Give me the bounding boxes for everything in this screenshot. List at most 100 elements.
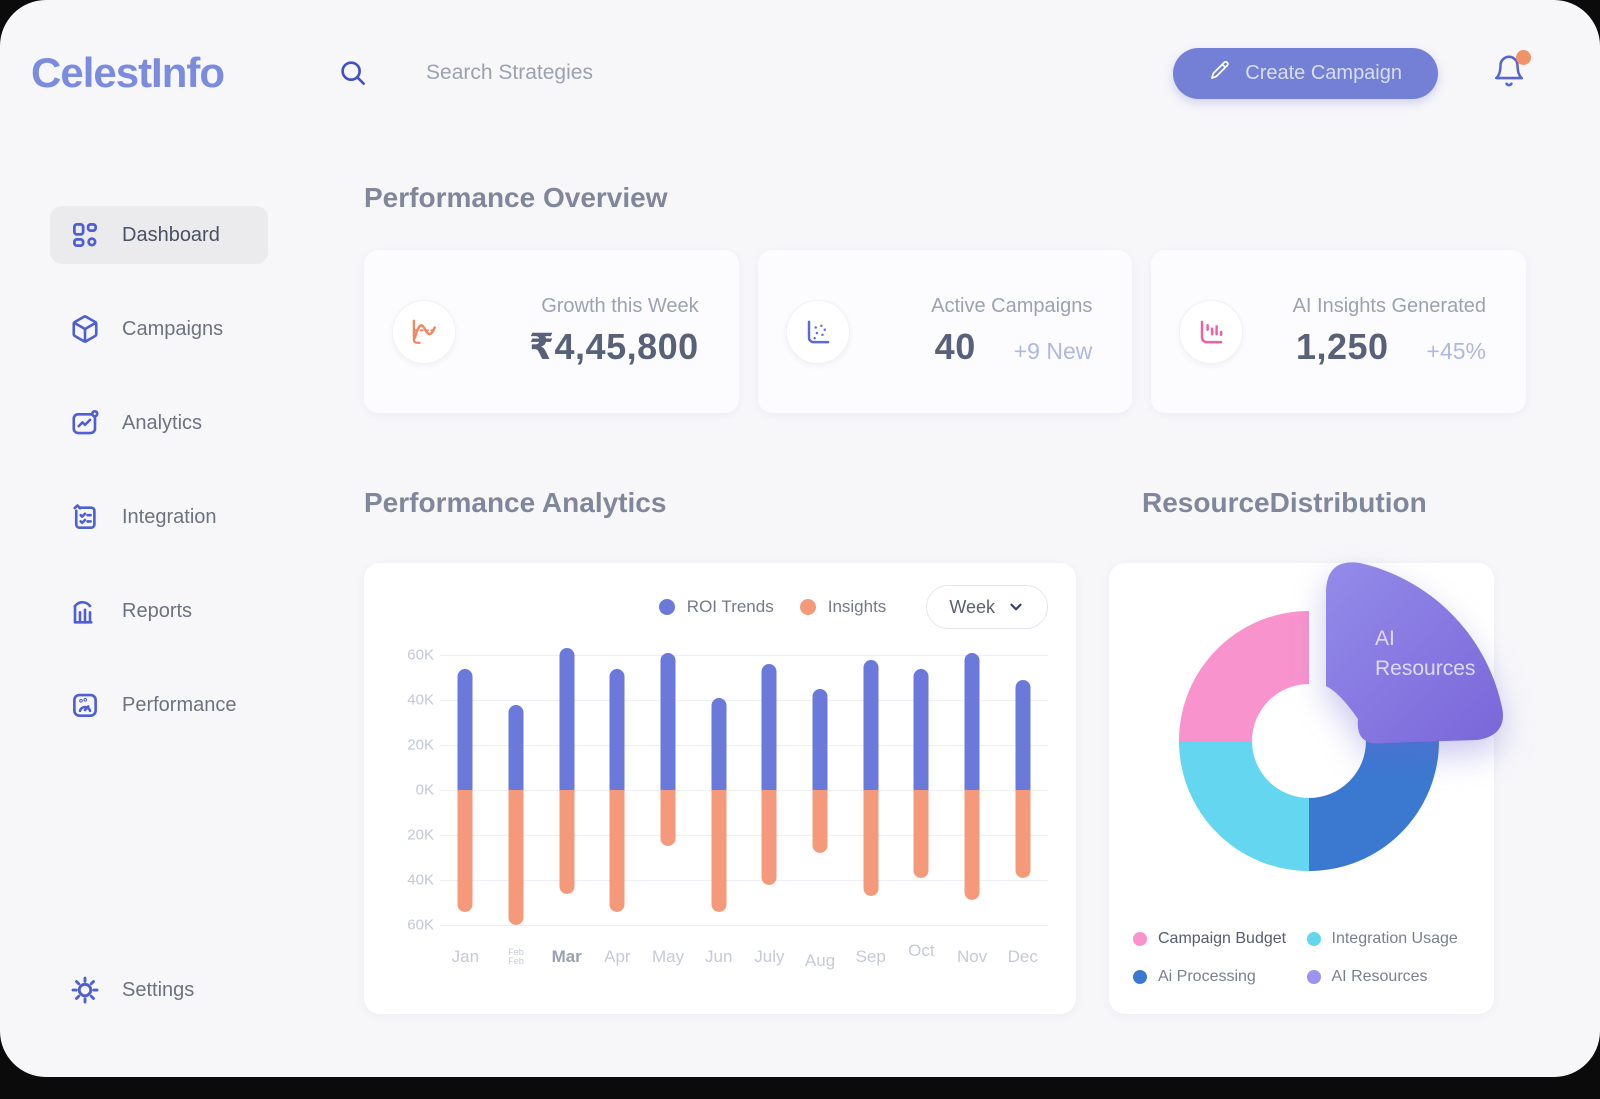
bar-chart-icon: [73, 600, 93, 624]
bar-insights-sep[interactable]: [863, 790, 879, 896]
bar-insights-apr[interactable]: [609, 790, 625, 912]
legend-dot: [799, 599, 816, 615]
gear-icon: [71, 976, 99, 1004]
sidebar-item-performance[interactable]: Performance: [50, 676, 268, 734]
bar-roi-dec[interactable]: [1015, 679, 1031, 790]
slice-ai-resources-highlighted[interactable]: [1326, 562, 1503, 744]
x-axis: Jan Feb Feb Mar Apr May Jun July Aug Sep Oct Nov De…: [440, 941, 1048, 970]
line-chart-icon: [72, 409, 99, 435]
sidebar-item-reports[interactable]: Reports: [50, 582, 268, 640]
x-tick-oct: Oct: [908, 941, 935, 960]
search-bar[interactable]: [338, 58, 847, 88]
bar-roi-may[interactable]: [660, 652, 676, 790]
x-tick-may: May: [651, 947, 685, 966]
sidebar-item-integration[interactable]: Integration: [50, 488, 268, 546]
sidebar-item-label: Campaigns: [122, 317, 224, 340]
bar-group-sep: [845, 655, 896, 925]
bar-insights-jun[interactable]: [711, 790, 727, 912]
bar-roi-mar[interactable]: [559, 648, 575, 790]
x-tick-jan: Jan: [451, 947, 480, 966]
plot-area: [440, 648, 1048, 926]
x-tick-mar: Mar: [551, 947, 582, 966]
y-tick: 0K: [415, 781, 434, 799]
bar-insights-dec[interactable]: [1015, 790, 1031, 878]
stat-delta: +45%: [1426, 338, 1487, 364]
range-selector-dropdown[interactable]: Week: [926, 585, 1048, 629]
pencil-icon: [1209, 59, 1231, 87]
sidebar-item-label: Dashboard: [122, 223, 220, 246]
bar-group-apr: [592, 655, 643, 925]
bar-roi-oct[interactable]: [913, 668, 929, 790]
gridline: [440, 745, 1048, 746]
bar-insights-july[interactable]: [761, 790, 777, 885]
bar-insights-aug[interactable]: [812, 790, 828, 853]
stat-label: AI Insights Generated: [1292, 295, 1487, 317]
callout-line1: AI: [1375, 627, 1395, 650]
topbar: CelestInfo Create Campaign: [0, 0, 1600, 118]
bar-insights-nov[interactable]: [964, 790, 980, 901]
bar-group-may: [643, 652, 694, 925]
sidebar-item-label: Integration: [122, 505, 217, 528]
sidebar-item-label: Analytics: [122, 411, 203, 434]
bar-group-oct: [896, 655, 947, 925]
bar-group-feb: [491, 655, 542, 925]
bar-group-nov: [947, 652, 998, 925]
bar-group-jan: [440, 655, 491, 925]
bar-insights-may[interactable]: [660, 790, 676, 847]
bar-group-mar: [541, 648, 592, 925]
search-icon: [338, 58, 368, 88]
gridline: [440, 835, 1048, 836]
stat-card-growth: Growth this Week ₹4,45,800: [364, 250, 739, 413]
stat-label: Active Campaigns: [931, 295, 1093, 317]
stat-delta: +9 New: [1013, 338, 1093, 364]
x-tick-nov: Nov: [956, 947, 988, 966]
y-tick: 40K: [407, 871, 434, 889]
slice-ai-processing[interactable]: [1309, 741, 1439, 871]
checklist-icon: [73, 504, 96, 529]
line-chart-icon: [392, 299, 456, 364]
sidebar-item-label: Settings: [122, 978, 195, 1001]
sidebar-item-dashboard[interactable]: Dashboard: [50, 206, 268, 264]
stat-cards-row: Growth this Week ₹4,45,800: [364, 250, 1527, 413]
bar-insights-mar[interactable]: [559, 790, 575, 894]
bar-roi-nov[interactable]: [964, 652, 980, 790]
search-input[interactable]: [426, 61, 847, 85]
gridline: [440, 925, 1048, 926]
cube-icon: [72, 315, 98, 343]
bar-roi-jan[interactable]: [457, 668, 473, 790]
legend-ai-processing: Ai Processing: [1133, 968, 1307, 986]
bell-icon: [1494, 55, 1524, 86]
sidebar-item-settings[interactable]: Settings: [50, 961, 268, 1019]
gridline: [440, 880, 1048, 881]
bar-group-dec: [997, 655, 1048, 925]
bar-insights-jan[interactable]: [457, 790, 473, 912]
sidebar-item-analytics[interactable]: Analytics: [50, 394, 268, 452]
bar-roi-jun[interactable]: [711, 697, 727, 790]
bar-insights-oct[interactable]: [913, 790, 929, 878]
bar-roi-feb[interactable]: [508, 704, 524, 790]
bar-chart-icon: [1179, 299, 1244, 364]
slice-integration-usage[interactable]: [1179, 741, 1309, 871]
bar-roi-sep[interactable]: [863, 659, 879, 790]
create-campaign-button[interactable]: Create Campaign: [1173, 47, 1438, 99]
stat-value: ₹4,45,800: [528, 326, 699, 367]
dashboard-grid-icon: [73, 223, 97, 247]
x-tick-feb: Feb Feb: [508, 947, 524, 966]
legend-dot: [658, 599, 675, 615]
sidebar-item-campaigns[interactable]: Campaigns: [50, 300, 268, 358]
bar-roi-apr[interactable]: [609, 668, 625, 790]
x-tick-aug: Aug: [804, 951, 836, 970]
scatter-plot-icon: [785, 299, 850, 364]
notifications-button[interactable]: [1492, 49, 1531, 93]
bar-group-aug: [795, 655, 846, 925]
y-tick: 60K: [407, 646, 434, 664]
slice-campaign-budget[interactable]: [1179, 611, 1309, 741]
bar-roi-aug[interactable]: [812, 688, 828, 790]
overview-title: Performance Overview: [364, 182, 668, 213]
notification-badge: [1516, 49, 1531, 65]
bar-roi-july[interactable]: [761, 664, 777, 790]
app-window: CelestInfo Create Campaign: [0, 0, 1600, 1077]
y-axis: 60K 40K 20K 0K 20K 40K 60K: [392, 647, 440, 934]
legend-dot: [1306, 970, 1321, 984]
bar-insights-feb[interactable]: [508, 790, 524, 925]
